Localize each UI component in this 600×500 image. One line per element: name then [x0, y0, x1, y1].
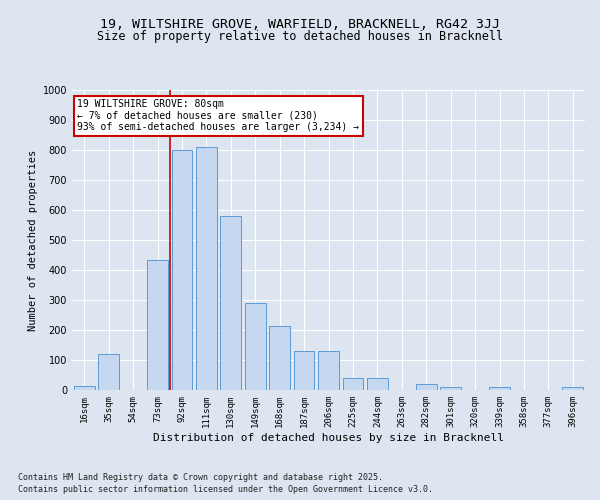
Bar — [74, 386, 95, 390]
Bar — [293, 351, 314, 390]
Text: Contains public sector information licensed under the Open Government Licence v3: Contains public sector information licen… — [18, 485, 433, 494]
Bar — [489, 387, 510, 390]
Y-axis label: Number of detached properties: Number of detached properties — [28, 150, 38, 330]
Bar — [245, 303, 266, 390]
Bar — [220, 216, 241, 390]
Bar — [172, 150, 193, 390]
Bar — [562, 387, 583, 390]
Bar — [98, 354, 119, 390]
X-axis label: Distribution of detached houses by size in Bracknell: Distribution of detached houses by size … — [153, 432, 504, 442]
Bar — [147, 260, 168, 390]
Bar — [269, 326, 290, 390]
Bar — [367, 378, 388, 390]
Bar — [416, 384, 437, 390]
Text: 19, WILTSHIRE GROVE, WARFIELD, BRACKNELL, RG42 3JJ: 19, WILTSHIRE GROVE, WARFIELD, BRACKNELL… — [100, 18, 500, 30]
Bar — [196, 147, 217, 390]
Text: 19 WILTSHIRE GROVE: 80sqm
← 7% of detached houses are smaller (230)
93% of semi-: 19 WILTSHIRE GROVE: 80sqm ← 7% of detach… — [77, 99, 359, 132]
Bar — [343, 378, 364, 390]
Bar — [440, 387, 461, 390]
Text: Size of property relative to detached houses in Bracknell: Size of property relative to detached ho… — [97, 30, 503, 43]
Text: Contains HM Land Registry data © Crown copyright and database right 2025.: Contains HM Land Registry data © Crown c… — [18, 472, 383, 482]
Bar — [318, 351, 339, 390]
